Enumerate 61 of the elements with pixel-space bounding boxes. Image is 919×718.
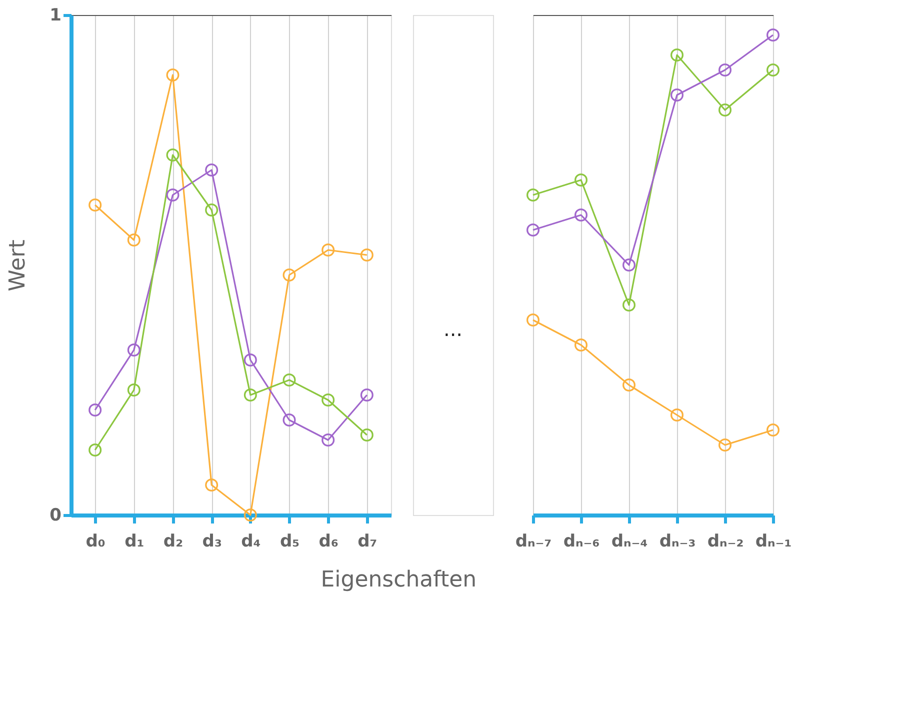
- point: [166, 188, 180, 202]
- y-tick-label: 0: [50, 506, 62, 526]
- point: [526, 188, 540, 202]
- point: [766, 64, 780, 76]
- point: [574, 338, 588, 352]
- point: [670, 48, 684, 62]
- point: [244, 388, 257, 402]
- point: [718, 64, 732, 76]
- point: [766, 28, 780, 42]
- point: [526, 314, 540, 326]
- point: [322, 244, 335, 256]
- x-axis-title: Eigenschaften: [320, 568, 477, 592]
- y-axis-title: Wert: [6, 239, 31, 292]
- point: [205, 478, 218, 492]
- point: [322, 434, 335, 446]
- x-tick-label: d₄: [241, 532, 261, 552]
- point: [718, 104, 732, 116]
- point: [282, 414, 296, 426]
- point: [526, 224, 540, 236]
- point: [166, 68, 180, 82]
- point: [166, 148, 180, 162]
- point: [127, 234, 140, 246]
- point: [282, 374, 296, 386]
- point: [244, 508, 257, 522]
- point: [670, 88, 684, 102]
- point: [127, 384, 140, 396]
- point: [670, 408, 684, 422]
- point: [127, 344, 140, 356]
- point: [282, 268, 296, 282]
- x-tick-label: d₆: [318, 532, 338, 552]
- point: [244, 354, 257, 366]
- point: [360, 248, 374, 262]
- point: [622, 258, 636, 272]
- x-tick-label: d₂: [163, 532, 184, 552]
- point: [322, 394, 335, 406]
- y-tick-label: 1: [50, 6, 62, 26]
- x-tick-label: d₃: [202, 532, 222, 552]
- point: [574, 174, 588, 186]
- x-tick-label: d₅: [280, 532, 300, 552]
- x-tick-label: d₁: [124, 532, 144, 552]
- x-tick-label: dₙ₋₆: [563, 532, 600, 552]
- point: [88, 404, 102, 416]
- x-tick-label: d₇: [358, 532, 378, 552]
- x-tick-label: dₙ₋₇: [515, 532, 552, 552]
- point: [574, 208, 588, 222]
- x-tick-label: d₀: [86, 532, 106, 552]
- point: [88, 444, 102, 456]
- point: [622, 298, 636, 312]
- x-tick-label: dₙ₋₃: [659, 532, 696, 552]
- point: [360, 428, 374, 442]
- point: [718, 438, 732, 452]
- text: ...: [443, 317, 463, 341]
- point: [360, 388, 374, 402]
- x-tick-label: dₙ₋₄: [611, 532, 648, 552]
- point: [205, 204, 218, 216]
- point: [88, 198, 102, 212]
- x-tick-label: dₙ₋₂: [707, 532, 744, 552]
- point: [622, 378, 636, 392]
- point: [205, 164, 218, 176]
- point: [766, 424, 780, 436]
- x-tick-label: dₙ₋₁: [755, 532, 792, 552]
